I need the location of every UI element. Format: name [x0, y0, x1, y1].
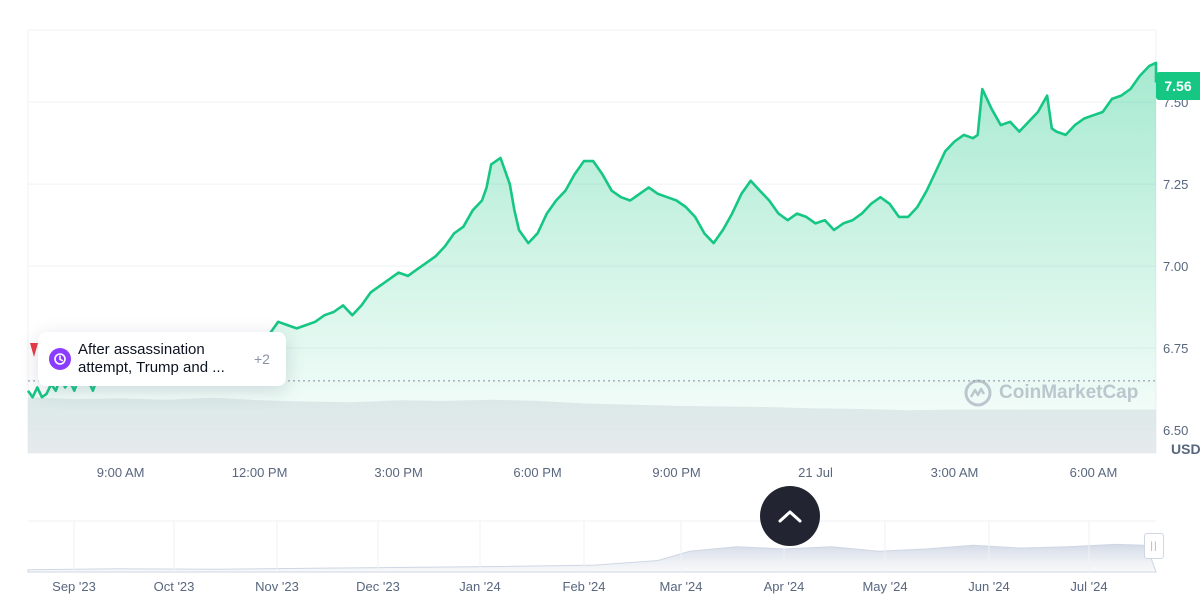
navigator-tick-label: Mar '24 [660, 579, 703, 594]
news-headline[interactable]: After assassination attempt, Trump and .… [78, 341, 225, 376]
navigator-tick-label: Jun '24 [968, 579, 1010, 594]
navigator-tick-label: May '24 [862, 579, 907, 594]
news-card[interactable]: After assassination attempt, Trump and .… [38, 332, 286, 386]
y-tick-label: 7.25 [1163, 177, 1188, 192]
x-tick-label: 6:00 AM [1070, 465, 1118, 480]
navigator-tick-label: Apr '24 [764, 579, 805, 594]
y-tick-label: 6.50 [1163, 423, 1188, 438]
currency-label: USD [1171, 441, 1200, 457]
x-tick-label: 21 Jul [798, 465, 833, 480]
navigator-tick-label: Jan '24 [459, 579, 501, 594]
chevron-up-icon [778, 510, 802, 523]
navigator-tick-label: Jul '24 [1070, 579, 1107, 594]
news-marker-pin[interactable] [30, 343, 38, 357]
navigator-tick-label: Nov '23 [255, 579, 299, 594]
navigator-tick-label: Sep '23 [52, 579, 96, 594]
x-tick-label: 9:00 PM [652, 465, 700, 480]
coinmarketcap-logo-icon [964, 379, 992, 407]
news-more-count[interactable]: +2 [254, 351, 270, 367]
navigator-handle[interactable]: || [1144, 533, 1164, 559]
x-tick-label: 6:00 PM [513, 465, 561, 480]
navigator-tick-label: Feb '24 [563, 579, 606, 594]
price-area [28, 62, 1156, 454]
y-tick-label: 6.75 [1163, 341, 1188, 356]
drag-handle-icon: || [1150, 540, 1158, 552]
scroll-top-button[interactable] [760, 486, 820, 546]
x-tick-label: 12:00 PM [232, 465, 288, 480]
watermark: CoinMarketCap [963, 377, 1138, 409]
x-tick-label: 3:00 AM [931, 465, 979, 480]
clock-history-icon [49, 348, 71, 370]
y-tick-label: 7.00 [1163, 259, 1188, 274]
navigator-area [27, 543, 1157, 573]
watermark-brand: CoinMarketCap [999, 382, 1139, 403]
navigator-tick-label: Oct '23 [154, 579, 195, 594]
navigator-tick-label: Dec '23 [356, 579, 400, 594]
x-tick-label: 9:00 AM [97, 465, 145, 480]
x-tick-label: 3:00 PM [374, 465, 422, 480]
current-price-tag: 7.56 [1156, 72, 1200, 100]
